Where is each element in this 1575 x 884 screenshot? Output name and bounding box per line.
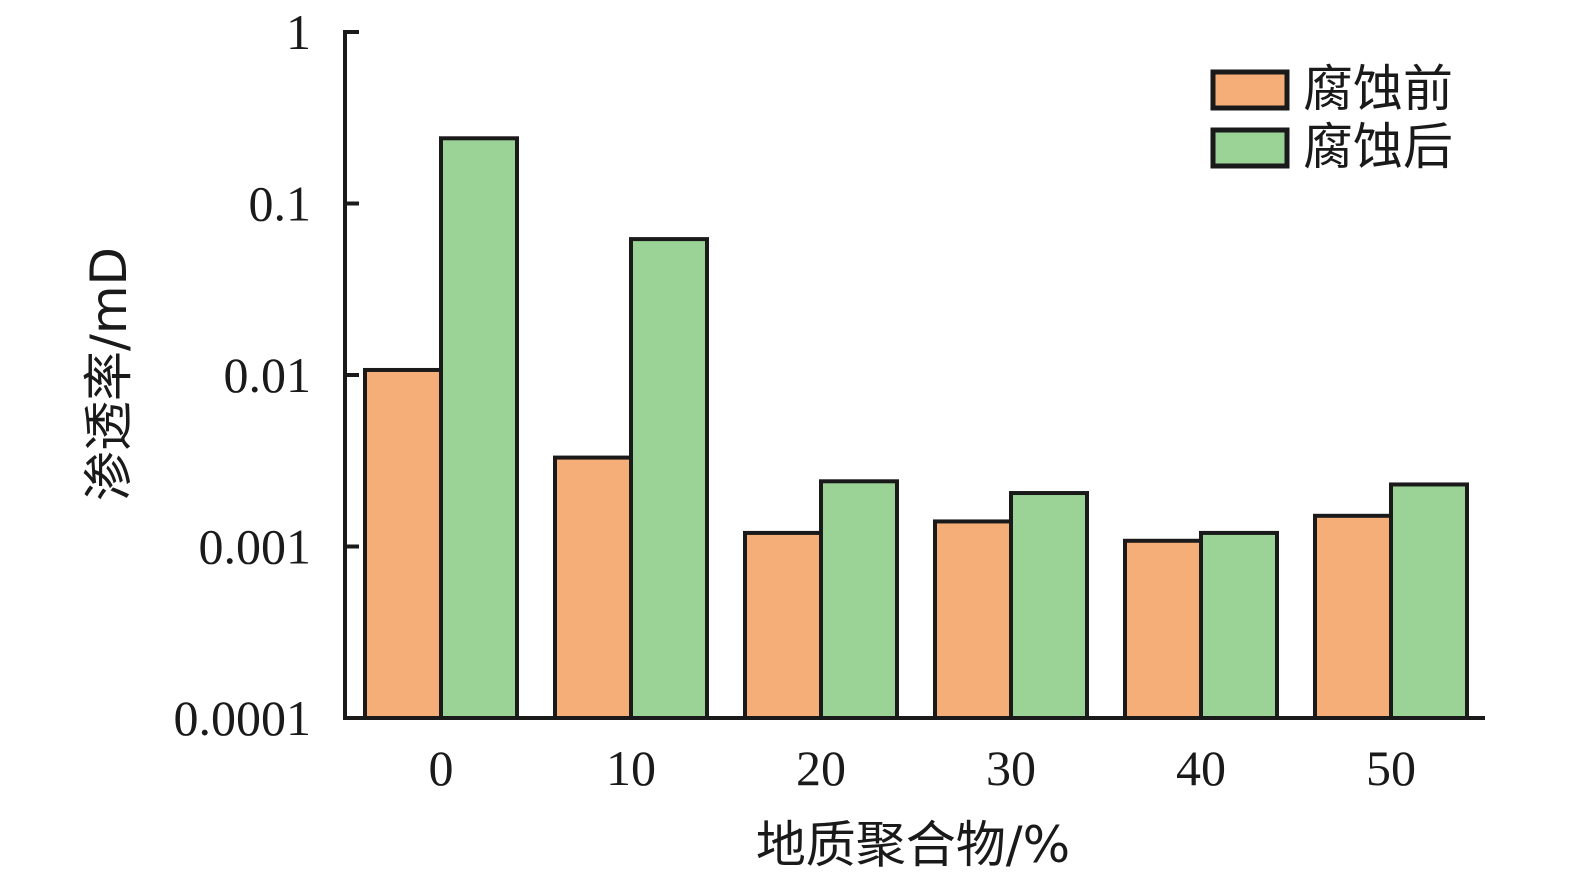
- x-tick-label: 20: [796, 740, 846, 796]
- x-tick-label: 0: [429, 740, 454, 796]
- legend-label: 腐蚀前: [1303, 60, 1453, 118]
- legend-swatch: [1210, 69, 1290, 111]
- bar-after-30: [1009, 491, 1089, 720]
- legend-label: 腐蚀后: [1303, 118, 1453, 176]
- x-axis-label: 地质聚合物/%: [756, 816, 1070, 874]
- y-tick-label: 0.001: [199, 519, 312, 575]
- bar-after-20: [819, 479, 899, 720]
- bar-before-50: [1313, 513, 1393, 721]
- x-tick-label: 30: [986, 740, 1036, 796]
- x-tick-label: 50: [1366, 740, 1416, 796]
- x-tick-label: 10: [606, 740, 656, 796]
- x-tick-label: 40: [1176, 740, 1226, 796]
- bar-before-30: [933, 519, 1013, 720]
- y-tick-label: 0.01: [224, 347, 312, 403]
- x-axis: 0 10 20 30 40 50: [343, 716, 1485, 796]
- bar-after-0: [439, 136, 519, 721]
- bar-before-0: [363, 367, 443, 720]
- bar-after-40: [1199, 530, 1279, 720]
- y-tick-label: 0.1: [249, 176, 312, 232]
- bar-before-10: [553, 455, 633, 720]
- y-axis-label: 渗透率/mD: [80, 247, 138, 501]
- y-tick-label: 0.0001: [174, 690, 312, 746]
- bar-before-20: [743, 530, 823, 720]
- bar-after-10: [629, 237, 709, 720]
- legend-swatch: [1210, 127, 1290, 169]
- y-tick-label: 1: [286, 4, 311, 60]
- bar-after-50: [1389, 482, 1469, 721]
- bar-before-40: [1123, 538, 1203, 720]
- bars-group: [363, 136, 1469, 721]
- y-axis: 1 0.1 0.01 0.001 0.0001: [174, 4, 359, 746]
